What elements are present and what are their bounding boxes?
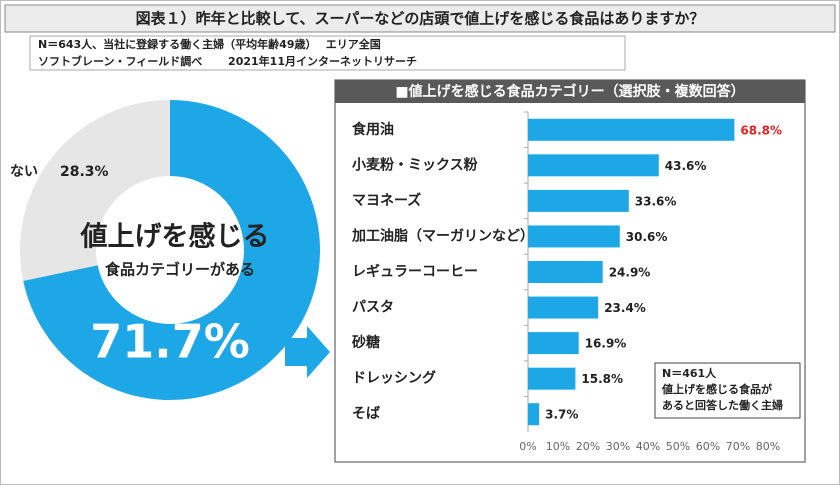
x-tick-label: 80% [756,440,780,453]
x-tick-label: 20% [576,440,600,453]
value-label: 15.8% [581,372,623,386]
bar [528,225,620,248]
x-tick-label: 70% [726,440,750,453]
bar [528,154,659,177]
y-tick-label: パスタ [352,300,394,316]
page-title: 図表１）昨年と比較して、スーパーなどの店頭で値上げを感じる食品はありますか？ [136,10,705,28]
slice-value-label: 28.3% [60,164,109,180]
bar [528,261,603,283]
y-tick-label: 加工油脂（マーガリンなど） [351,227,534,244]
value-label: 3.7% [545,408,578,422]
x-tick-label: 0% [519,440,536,453]
bar [528,118,735,141]
slice-value-label: 71.7% [90,315,250,369]
value-label: 23.4% [604,301,646,315]
center-text: 値上げを感じる [80,221,270,253]
annotation: N＝461人 [662,366,717,380]
y-tick-label: 食用油 [352,121,394,138]
value-label: 33.6% [635,194,677,208]
value-label: 16.9% [585,337,627,351]
value-label: 24.9% [609,266,651,280]
value-label: 30.6% [626,230,668,244]
donut-slice [23,100,320,400]
bar [528,367,576,390]
x-tick-label: 40% [636,440,660,453]
y-tick-label: 小麦粉・ミックス粉 [352,156,478,173]
x-tick-label: 60% [696,440,720,453]
y-tick-label: ドレッシング [352,370,436,387]
note-box [29,35,626,71]
slice-category-label: ない [10,164,38,180]
note: ソフトブレーン・フィールド調べ 2021年11月インターネットリサーチ [38,54,417,68]
bar [528,332,579,355]
x-tick-label: 50% [666,440,690,453]
annotation: あると回答した働く主婦 [662,398,783,412]
x-tick-label: 30% [606,440,630,453]
arrow [285,326,330,378]
bar [528,296,599,319]
y-tick-label: マヨネーズ [352,192,421,209]
annotation: 値上げを感じる食品が [661,382,772,396]
bar [528,403,540,426]
center-text: 食品カテゴリーがある [105,261,255,279]
chart-title: ■値上げを感じる食品カテゴリー（選択肢・複数回答） [395,83,744,100]
y-tick-label: レギュラーコーヒー [352,263,478,280]
y-tick-label: そば [352,406,380,422]
title-box [4,4,836,33]
bar [528,189,629,212]
y-tick-label: 砂糖 [351,334,380,351]
value-label: 68.8% [740,123,782,137]
annotation-box [654,362,801,419]
bar-header [335,80,805,103]
value-label: 43.6% [665,159,707,173]
x-tick-label: 10% [546,440,570,453]
donut-slice [19,100,170,281]
note: N＝643人、当社に登録する働く主婦（平均年齢49歳） エリア全国 [38,37,381,51]
